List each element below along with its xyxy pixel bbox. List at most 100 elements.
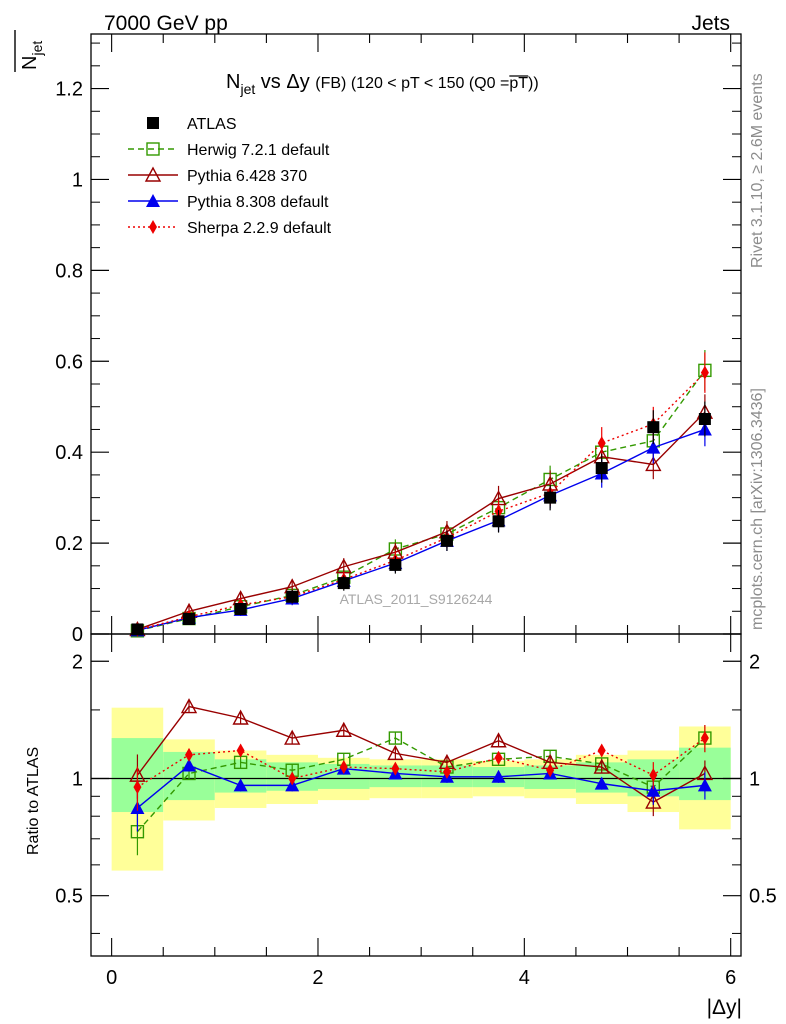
ratio-point [388,731,403,745]
ratio-point [700,731,709,746]
ratio-y-tick-label: 0.5 [55,886,83,908]
data-point [183,613,196,625]
legend-label: Pythia 6.428 370 [187,168,307,185]
title-prefix: N [226,71,240,93]
ratio-y-tick-label: 2 [72,651,83,673]
data-point [646,440,661,454]
legend-label: Sherpa 2.2.9 default [187,220,332,237]
data-point [647,421,660,434]
ratio-point [646,783,661,797]
data-point [700,365,709,380]
data-point [492,515,505,528]
title-suffix1: (120 < pT < 150 (Q0 = [346,75,509,92]
legend-label: ATLAS [187,116,237,133]
watermark: ATLAS_2011_S9126244 [340,591,493,607]
x-axis-label: |Δy| [707,996,742,1019]
ratio-point [232,709,249,725]
mcplots-label: mcplots.cern.ch [arXiv:1306.3436] [749,388,766,630]
ratio-y-tick-label: 1 [72,768,83,790]
data-point [131,623,144,636]
data-point [337,577,350,590]
ratio-point [645,793,662,809]
series-line-2 [137,411,706,631]
ratio-point [491,769,506,783]
ratio-point [494,750,503,765]
ratio-point [594,776,609,790]
bottom-frame [90,633,742,957]
ratio-point [546,763,555,778]
ratio-point [284,729,301,745]
ratio-line-2 [136,764,705,809]
legend-marker [146,194,160,207]
legend-marker [144,166,162,182]
data-point [234,603,247,615]
ratio-point [442,764,451,779]
data-point [698,413,711,425]
x-tick-label: 4 [519,967,530,989]
ratio-line-1 [136,705,706,803]
ratio-point [387,744,404,761]
title-fb: (FB) [315,75,346,92]
ratio-point [335,721,352,737]
ratio-point [288,771,297,786]
main-title: Njet vs Δy (FB) (120 < pT < 150 (Q0 =pT)… [226,71,539,97]
legend-marker [149,220,157,234]
ratio-line-3 [137,737,706,788]
data-point [286,590,299,603]
y-tick-label: 1 [72,169,83,191]
y-tick-label: 0.6 [55,351,83,373]
header-right-label: Jets [691,12,730,35]
top-panel: 0 0.2 0.4 0.6 0.8 1 1.2 [55,33,742,646]
ratio-point [649,768,658,783]
top-ylabel-sub: jet [29,41,45,57]
y-tick-label: 0.8 [55,260,83,282]
series-line-4 [137,372,706,631]
ratio-point [697,778,712,792]
x-tick-label: 6 [725,967,736,989]
ratio-point [233,778,248,792]
series-line-3 [137,428,706,632]
ratio-point [593,758,610,774]
legend-marker [146,142,160,156]
ratio-point [180,698,198,714]
title-bar: pT [509,75,528,92]
legend: ATLAS Herwig 7.2.1 default Pythia 6.428 37… [128,116,332,237]
ratio-point [236,743,245,758]
data-point [440,534,453,547]
data-point [544,491,557,504]
ratio-line-0 [136,737,706,833]
x-tick-label: 0 [106,967,117,989]
data-point [597,436,606,451]
y-tick-label: 0.2 [55,533,83,555]
top-ylabel: Njet [19,41,45,70]
header-left-label: 7000 GeV pp [104,12,228,35]
data-point [645,455,662,472]
data-point [595,462,608,475]
ratio-point [182,758,197,772]
ratio-point [490,732,507,748]
ratio-point [339,760,348,775]
data-point [389,558,402,571]
legend-label: Pythia 8.308 default [187,194,329,211]
ratio-point [185,747,194,762]
ratio-point [391,761,400,776]
data-point [335,558,352,574]
legend-marker [147,117,159,129]
title-mid: vs Δy [255,71,315,93]
top-ylabel-main: N [19,56,41,70]
title-suffix2: )) [528,75,539,92]
ratio-y-tick-label-right: 0.5 [749,886,777,908]
ratio-y-tick-label-right: 1 [749,768,760,790]
ratio-y-tick-label-right: 2 [749,651,760,673]
ratio-point [133,780,142,795]
legend-label: Herwig 7.2.1 default [187,142,330,159]
ratio-point [597,743,606,758]
title-sub: jet [239,81,255,97]
y-tick-label: 1.2 [55,79,83,101]
y-tick-label: 0.4 [55,442,83,464]
rivet-label: Rivet 3.1.10, ≥ 2.6M events [749,73,766,268]
bottom-ylabel: Ratio to ATLAS [25,747,42,855]
x-tick-label: 2 [312,967,323,989]
y-tick-label: 0 [72,624,83,646]
